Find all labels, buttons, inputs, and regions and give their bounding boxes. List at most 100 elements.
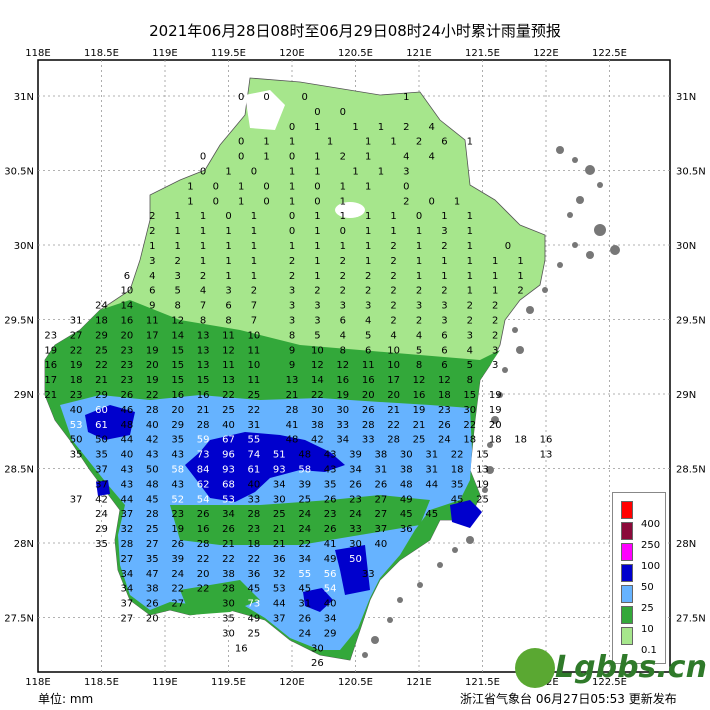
rainfall-value: 1 <box>492 286 498 297</box>
rainfall-value: 32 <box>273 569 286 580</box>
rainfall-value: 1 <box>175 241 181 252</box>
rainfall-value: 16 <box>121 316 134 327</box>
watermark-text: Lgbbs.cn <box>555 650 707 685</box>
rainfall-value: 25 <box>95 345 108 356</box>
rainfall-value: 3 <box>492 360 498 371</box>
rainfall-value: 44 <box>425 479 438 490</box>
rainfall-value: 51 <box>273 450 286 461</box>
rainfall-value: 27 <box>70 330 83 341</box>
legend-label: 100 <box>641 561 661 572</box>
island-shape <box>487 442 493 448</box>
rainfall-value: 1 <box>314 256 320 267</box>
rainfall-value: 43 <box>171 450 184 461</box>
rainfall-value: 1 <box>251 271 257 282</box>
rainfall-value: 61 <box>95 420 108 431</box>
lat-tick-label: 28N <box>676 539 696 550</box>
rainfall-value: 0 <box>289 211 295 222</box>
rainfall-value: 1 <box>314 211 320 222</box>
rainfall-value: 31 <box>248 420 261 431</box>
rainfall-value: 26 <box>222 524 235 535</box>
rainfall-value: 67 <box>222 435 235 446</box>
rainfall-value: 1 <box>441 256 447 267</box>
rainfall-value: 8 <box>175 301 181 312</box>
rainfall-value: 2 <box>390 271 396 282</box>
rainfall-value: 45 <box>248 584 261 595</box>
rainfall-value: 40 <box>121 450 134 461</box>
rainfall-value: 16 <box>197 524 210 535</box>
rainfall-value: 1 <box>378 122 384 133</box>
rainfall-value: 68 <box>222 479 235 490</box>
rainfall-value: 20 <box>197 569 210 580</box>
rainfall-value: 19 <box>146 345 159 356</box>
rainfall-value: 0 <box>263 92 269 103</box>
zone-10-25-mm-inner <box>170 495 430 545</box>
rainfall-value: 0 <box>289 122 295 133</box>
rainfall-value: 35 <box>70 450 83 461</box>
rainfall-value: 48 <box>146 479 159 490</box>
rainfall-value: 38 <box>222 569 235 580</box>
legend-swatch <box>621 585 633 603</box>
rainfall-value: 1 <box>365 211 371 222</box>
rainfall-value: 11 <box>146 316 159 327</box>
rainfall-value: 27 <box>121 554 134 565</box>
island-shape <box>482 487 488 493</box>
rainfall-value: 1 <box>314 152 320 163</box>
rainfall-value: 2 <box>492 301 498 312</box>
rainfall-value: 22 <box>222 390 235 401</box>
rainfall-value: 2 <box>467 301 473 312</box>
rainfall-value: 33 <box>248 494 261 505</box>
rainfall-value: 16 <box>336 375 349 386</box>
rainfall-value: 27 <box>375 494 388 505</box>
rainfall-value: 26 <box>121 390 134 401</box>
rainfall-value: 17 <box>146 330 159 341</box>
rainfall-value: 26 <box>375 479 388 490</box>
rainfall-value: 26 <box>324 524 337 535</box>
rainfall-value: 5 <box>467 360 473 371</box>
rainfall-value: 49 <box>324 554 337 565</box>
rainfall-value: 6 <box>441 345 447 356</box>
rainfall-value: 19 <box>489 390 502 401</box>
island-shape <box>572 157 578 163</box>
rainfall-value: 27 <box>121 614 134 625</box>
lon-tick-label: 120.5E <box>338 48 373 59</box>
rainfall-value: 20 <box>362 390 375 401</box>
rainfall-value: 59 <box>197 435 210 446</box>
rainfall-value: 3 <box>225 286 231 297</box>
rainfall-value: 24 <box>349 509 362 520</box>
rainfall-value: 58 <box>171 465 184 476</box>
lat-tick-label: 31N <box>676 92 696 103</box>
rainfall-value: 0 <box>302 92 308 103</box>
rainfall-value: 20 <box>146 360 159 371</box>
lon-tick-label: 118.5E <box>84 677 119 688</box>
rainfall-value: 1 <box>403 92 409 103</box>
rainfall-value: 3 <box>149 256 155 267</box>
lon-tick-label: 121.5E <box>465 48 500 59</box>
rainfall-value: 20 <box>171 405 184 416</box>
rainfall-value: 11 <box>362 360 375 371</box>
island-shape <box>567 212 573 218</box>
rainfall-value: 2 <box>390 301 396 312</box>
rainfall-value: 29 <box>171 420 184 431</box>
rainfall-value: 25 <box>146 524 159 535</box>
zone-50-100-mm-south <box>335 545 370 595</box>
lat-tick-label: 28N <box>14 539 34 550</box>
rainfall-value: 21 <box>286 390 299 401</box>
rainfall-value: 1 <box>289 196 295 207</box>
rainfall-value: 2 <box>365 271 371 282</box>
rainfall-value: 1 <box>200 211 206 222</box>
zone-50-100-mm-small <box>96 480 110 496</box>
rainfall-value: 29 <box>95 524 108 535</box>
island-shape <box>491 416 499 424</box>
rainfall-value: 3 <box>441 226 447 237</box>
rainfall-value: 7 <box>200 301 206 312</box>
rainfall-value: 14 <box>121 301 134 312</box>
rainfall-value: 73 <box>248 599 261 610</box>
legend-swatch <box>621 543 633 561</box>
rainfall-value: 3 <box>492 345 498 356</box>
rainfall-value: 16 <box>197 390 210 401</box>
rainfall-value: 1 <box>187 181 193 192</box>
rainfall-value: 1 <box>416 256 422 267</box>
rainfall-value: 96 <box>222 450 235 461</box>
rainfall-value: 34 <box>273 479 286 490</box>
rainfall-value: 11 <box>222 330 235 341</box>
